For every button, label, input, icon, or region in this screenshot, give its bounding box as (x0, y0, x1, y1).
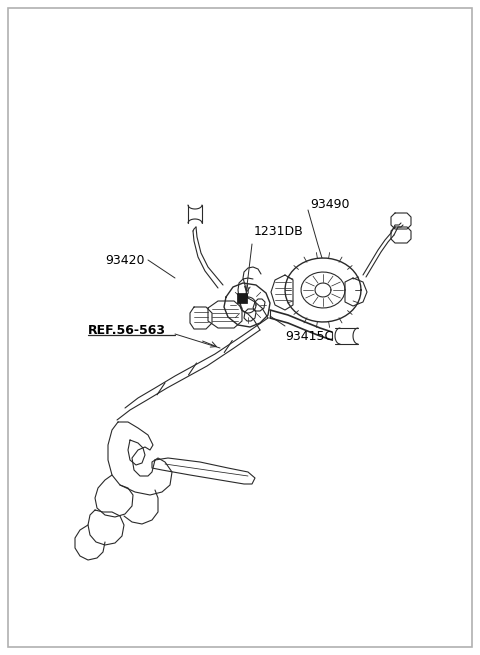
Polygon shape (271, 275, 293, 310)
Text: 93415C: 93415C (285, 330, 333, 343)
Polygon shape (391, 227, 411, 243)
Bar (237, 293, 247, 303)
Polygon shape (88, 510, 124, 545)
Polygon shape (152, 458, 255, 484)
Polygon shape (253, 299, 265, 311)
Polygon shape (224, 283, 270, 327)
Polygon shape (240, 297, 256, 313)
Text: REF.56-563: REF.56-563 (88, 324, 166, 337)
Text: 93490: 93490 (310, 198, 349, 210)
Polygon shape (285, 258, 361, 322)
Text: 1231DB: 1231DB (254, 225, 304, 238)
Polygon shape (108, 422, 172, 495)
Polygon shape (208, 301, 242, 328)
Polygon shape (345, 278, 367, 306)
Polygon shape (391, 213, 411, 229)
Text: 93420: 93420 (106, 253, 145, 267)
Polygon shape (301, 272, 345, 308)
Polygon shape (190, 307, 212, 329)
Polygon shape (244, 309, 256, 321)
